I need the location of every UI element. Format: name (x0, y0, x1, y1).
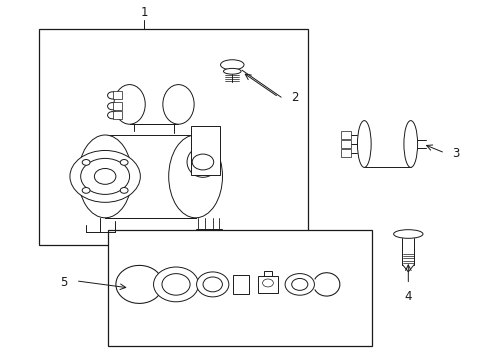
Circle shape (82, 188, 90, 193)
Ellipse shape (285, 274, 314, 295)
Ellipse shape (187, 147, 219, 177)
Bar (190, 126, 220, 175)
Text: 5: 5 (60, 276, 67, 289)
Ellipse shape (162, 274, 190, 295)
Circle shape (120, 188, 128, 193)
Ellipse shape (403, 121, 417, 167)
Ellipse shape (393, 230, 422, 238)
Bar (105, 135, 195, 218)
Bar (39, 29, 307, 245)
FancyBboxPatch shape (113, 91, 122, 99)
Ellipse shape (114, 85, 145, 124)
FancyBboxPatch shape (341, 131, 350, 139)
Bar (233, 274, 248, 294)
Ellipse shape (203, 277, 222, 292)
Ellipse shape (78, 135, 132, 218)
Circle shape (107, 92, 117, 99)
Ellipse shape (163, 85, 194, 124)
Circle shape (82, 159, 90, 165)
Circle shape (107, 103, 117, 110)
Text: 1: 1 (140, 6, 148, 19)
Ellipse shape (223, 68, 241, 74)
Circle shape (262, 279, 273, 287)
FancyBboxPatch shape (113, 102, 122, 110)
Circle shape (70, 150, 140, 202)
Circle shape (94, 168, 116, 184)
Ellipse shape (291, 279, 307, 290)
Circle shape (120, 159, 128, 165)
Ellipse shape (196, 272, 228, 297)
Ellipse shape (168, 135, 222, 218)
FancyBboxPatch shape (341, 149, 350, 157)
Ellipse shape (153, 267, 198, 302)
Bar (264, 271, 271, 276)
Circle shape (192, 154, 213, 170)
Circle shape (81, 158, 129, 194)
Bar (107, 230, 371, 346)
Text: 3: 3 (451, 147, 459, 159)
Bar (364, 121, 410, 167)
Text: 4: 4 (404, 290, 411, 303)
Ellipse shape (220, 60, 244, 70)
Ellipse shape (357, 121, 370, 167)
FancyBboxPatch shape (113, 111, 122, 119)
Bar (257, 276, 278, 293)
FancyBboxPatch shape (341, 140, 350, 148)
Circle shape (107, 112, 117, 119)
Text: 2: 2 (290, 91, 298, 104)
Bar (129, 85, 178, 124)
